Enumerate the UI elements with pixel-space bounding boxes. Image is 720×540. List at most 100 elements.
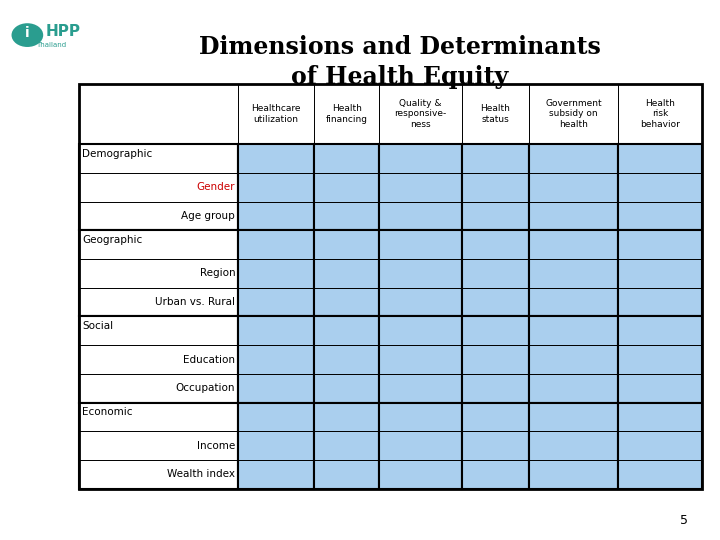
Bar — [462, 173, 529, 201]
Bar — [462, 374, 529, 403]
Bar — [79, 84, 238, 144]
Text: Healthcare
utilization: Healthcare utilization — [251, 104, 301, 124]
Bar — [618, 231, 702, 316]
Bar — [618, 144, 702, 173]
Text: Demographic: Demographic — [82, 148, 153, 159]
Bar — [379, 374, 462, 403]
Bar — [529, 259, 618, 288]
Bar — [379, 345, 462, 374]
Bar — [238, 345, 314, 374]
Bar — [529, 460, 618, 489]
Bar — [462, 403, 529, 431]
Bar — [79, 374, 238, 403]
Bar — [238, 316, 314, 403]
Bar — [379, 144, 462, 231]
Bar — [618, 403, 702, 489]
Bar — [238, 403, 314, 431]
Bar — [79, 144, 238, 231]
Bar — [379, 173, 462, 201]
Bar — [529, 316, 618, 403]
Bar — [529, 403, 618, 431]
Bar — [379, 460, 462, 489]
Bar — [79, 431, 238, 460]
Text: Occupation: Occupation — [176, 383, 235, 393]
Bar — [314, 431, 379, 460]
Bar — [238, 374, 314, 403]
Bar — [238, 144, 314, 173]
Bar — [379, 403, 462, 431]
Bar — [618, 316, 702, 345]
Bar — [238, 316, 314, 345]
Bar — [314, 231, 379, 259]
Bar — [379, 259, 462, 288]
Bar — [79, 345, 238, 374]
Bar — [462, 84, 529, 144]
Text: Government
subsidy on
health: Government subsidy on health — [545, 99, 602, 129]
Bar — [79, 259, 238, 288]
Bar — [529, 288, 618, 316]
Bar — [314, 84, 379, 144]
Text: 5: 5 — [680, 514, 688, 526]
Bar — [379, 231, 462, 316]
Text: Dimensions and Determinants
of Health Equity: Dimensions and Determinants of Health Eq… — [199, 35, 600, 89]
Bar — [79, 403, 238, 431]
Bar — [529, 231, 618, 316]
Bar — [238, 259, 314, 288]
Bar — [462, 144, 529, 231]
Bar — [238, 231, 314, 259]
Bar — [314, 231, 379, 316]
Bar — [79, 84, 702, 489]
Bar — [379, 144, 462, 173]
Bar — [379, 288, 462, 316]
Bar — [238, 403, 314, 489]
Bar — [462, 316, 529, 345]
Bar — [238, 173, 314, 201]
Bar — [379, 316, 462, 403]
Bar — [238, 288, 314, 316]
Text: i: i — [25, 26, 30, 40]
Text: Social: Social — [82, 321, 113, 331]
Bar — [238, 431, 314, 460]
Circle shape — [12, 23, 43, 47]
Bar — [238, 84, 314, 144]
Bar — [314, 288, 379, 316]
Bar — [618, 201, 702, 231]
Text: Age group: Age group — [181, 211, 235, 221]
Bar — [462, 403, 529, 489]
Bar — [314, 173, 379, 201]
Bar — [462, 288, 529, 316]
Bar — [462, 460, 529, 489]
Bar — [462, 316, 529, 403]
Bar — [618, 374, 702, 403]
Text: HPP: HPP — [45, 24, 81, 39]
Bar — [529, 84, 618, 144]
Bar — [314, 460, 379, 489]
Bar — [618, 259, 702, 288]
Bar — [379, 316, 462, 345]
Bar — [379, 231, 462, 259]
Bar — [462, 259, 529, 288]
Bar — [529, 231, 618, 259]
Bar — [618, 460, 702, 489]
Bar — [79, 201, 238, 231]
Bar — [462, 201, 529, 231]
Bar — [314, 316, 379, 345]
Bar — [618, 231, 702, 259]
Bar — [618, 288, 702, 316]
Bar — [618, 345, 702, 374]
Bar — [618, 84, 702, 144]
Text: Health
risk
behavior: Health risk behavior — [640, 99, 680, 129]
Bar — [379, 403, 462, 489]
Bar — [79, 144, 238, 173]
Bar — [314, 316, 379, 403]
Text: Urban vs. Rural: Urban vs. Rural — [155, 297, 235, 307]
Bar — [238, 144, 314, 231]
Bar — [314, 345, 379, 374]
Bar — [529, 431, 618, 460]
Text: Thailand: Thailand — [36, 42, 66, 48]
Text: Income: Income — [197, 441, 235, 451]
Bar — [314, 403, 379, 431]
Bar — [618, 144, 702, 231]
Bar — [462, 345, 529, 374]
Text: Wealth index: Wealth index — [167, 469, 235, 480]
